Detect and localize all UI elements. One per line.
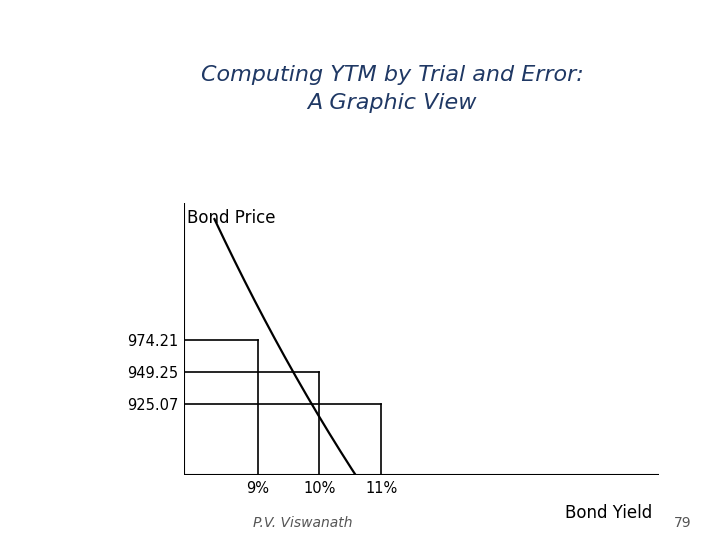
Text: Bond Price: Bond Price (186, 209, 275, 227)
Text: Computing YTM by Trial and Error:
A Graphic View: Computing YTM by Trial and Error: A Grap… (201, 65, 584, 113)
Text: P.V. Viswanath: P.V. Viswanath (253, 516, 352, 530)
Text: 79: 79 (674, 516, 691, 530)
Text: Bond Yield: Bond Yield (565, 504, 652, 522)
